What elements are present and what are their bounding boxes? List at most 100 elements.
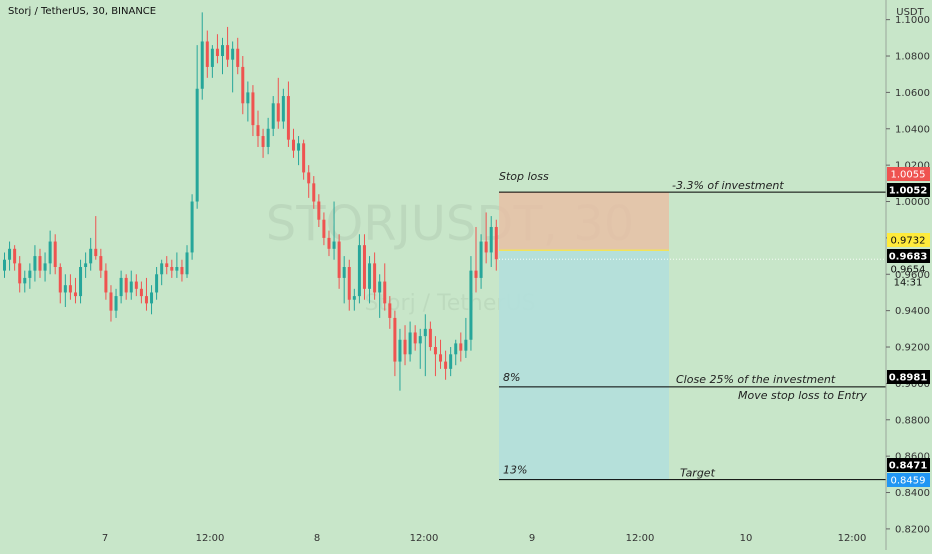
candle-body: [246, 92, 250, 104]
y-axis-unit: USDT: [896, 7, 924, 18]
candle-body: [28, 270, 32, 278]
candle-body: [94, 248, 98, 257]
candle-body: [297, 143, 301, 151]
candle-body: [256, 125, 260, 137]
candle-body: [337, 241, 341, 278]
x-tick-label: 8: [314, 533, 320, 544]
price-label-bg: [887, 167, 930, 181]
candle-body: [43, 263, 47, 271]
candle-body: [454, 343, 458, 355]
candle-body: [144, 296, 148, 304]
candle-body: [302, 143, 306, 173]
candle-body: [444, 361, 448, 369]
y-tick-label: 0.8200: [895, 524, 930, 535]
candle-body: [332, 241, 336, 249]
price-label-bg: [887, 183, 930, 197]
y-tick-label: 1.0200: [895, 161, 930, 172]
candle-body: [469, 270, 473, 340]
candle-body: [241, 66, 245, 104]
candle-body: [3, 259, 6, 271]
candle-body: [261, 136, 265, 147]
x-tick-label: 12:00: [838, 533, 867, 544]
chart-title: Storj / TetherUS, 30, BINANCE: [8, 6, 156, 17]
y-tick-label: 0.9400: [895, 306, 930, 317]
candle-body: [33, 256, 37, 271]
candle-body: [48, 241, 52, 264]
x-tick-label: 12:00: [626, 533, 655, 544]
candle-body: [383, 281, 387, 304]
candle-body: [489, 226, 493, 253]
y-tick-label: 0.8600: [895, 452, 930, 463]
candle-body: [449, 354, 453, 369]
x-axis-ticks: 7 12:00 8 12:00 9 12:00 10 12:00: [102, 533, 867, 544]
candle-body: [474, 270, 478, 278]
candle-body: [231, 48, 235, 60]
y-tick-label: 1.0800: [895, 52, 930, 63]
x-tick-label: 9: [529, 533, 535, 544]
y-tick-label: 1.0600: [895, 88, 930, 99]
reward-zone: [499, 250, 669, 480]
candle-body: [459, 343, 463, 351]
price-label-bg: [887, 249, 930, 263]
candle-body: [307, 172, 311, 184]
candle-body: [175, 266, 179, 271]
candle-body: [266, 128, 270, 147]
candle-body: [215, 48, 219, 57]
candle-body: [393, 317, 397, 362]
price-label-bg: [887, 370, 930, 384]
candle-body: [342, 266, 346, 278]
candle-body: [357, 245, 361, 297]
x-tick-label: 12:00: [196, 533, 225, 544]
candle-body: [276, 103, 280, 122]
stop-loss-pct: -3.3% of investment: [672, 179, 784, 192]
candle-body: [89, 248, 93, 264]
candle-body: [286, 96, 290, 140]
candle-body: [205, 41, 209, 67]
candle-body: [408, 332, 412, 355]
candle-body: [190, 201, 194, 253]
candle-body: [195, 88, 199, 202]
candle-body: [322, 219, 326, 238]
candle-body: [73, 292, 77, 297]
tp1-note2: Move stop loss to Entry: [738, 389, 867, 402]
candle-body: [129, 281, 133, 293]
candle-body: [109, 292, 113, 311]
y-tick-label: 1.0400: [895, 124, 930, 135]
candle-body: [327, 237, 331, 249]
candle-body: [185, 252, 189, 275]
target-note: Target: [680, 467, 716, 480]
candle-body: [155, 274, 159, 293]
candle-body: [170, 266, 174, 271]
candles: [3, 12, 498, 391]
candle-body: [23, 277, 27, 284]
price-label: 14:31: [894, 278, 923, 289]
price-label: 1.0052: [889, 186, 928, 197]
y-tick-label: 0.8400: [895, 488, 930, 499]
y-tick-label: 0.9200: [895, 343, 930, 354]
candle-body: [139, 288, 143, 297]
price-label: 0.9732: [891, 236, 926, 247]
candle-body: [236, 48, 240, 67]
price-label: 0.8471: [889, 461, 928, 472]
candle-body: [494, 226, 498, 260]
price-labels: 1.0055 1.0052 0.9732 0.9683 0.9654 14:31 0.898…: [887, 167, 930, 487]
candle-body: [423, 328, 427, 337]
candle-body: [13, 248, 17, 264]
candle-body: [373, 263, 377, 293]
candle-body: [347, 266, 351, 300]
candle-body: [38, 256, 42, 271]
price-label: 0.8459: [891, 476, 926, 487]
candle-body: [352, 296, 356, 300]
candle-body: [119, 277, 123, 297]
target-pct: 13%: [503, 464, 527, 477]
candle-body: [53, 241, 57, 267]
candle-body: [418, 336, 422, 344]
candle-body: [226, 45, 230, 60]
stop-loss-title: Stop loss: [499, 170, 549, 183]
risk-zone: [499, 192, 669, 251]
candle-body: [403, 339, 407, 355]
candle-body: [200, 41, 204, 89]
y-tick-label: 1.0000: [895, 197, 930, 208]
